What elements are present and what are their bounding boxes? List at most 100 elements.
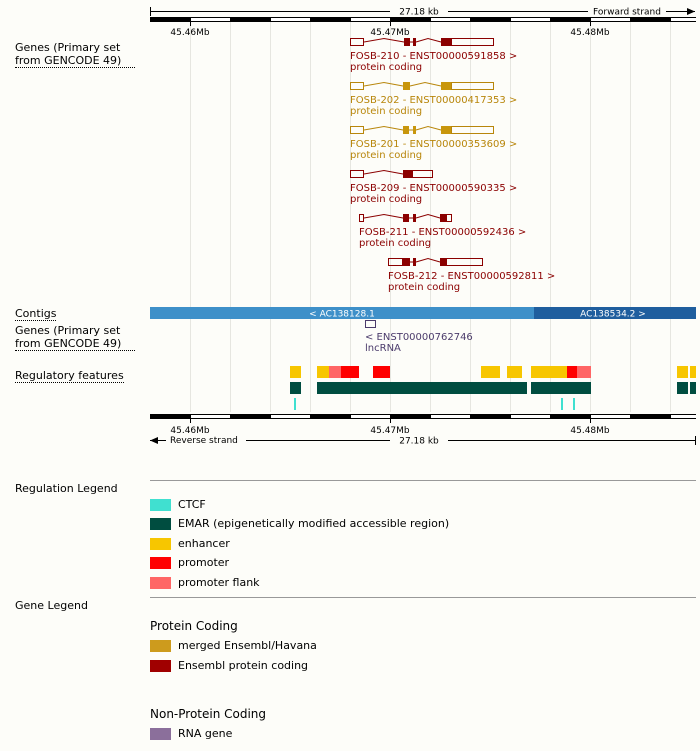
transcript-biotype: protein coding xyxy=(350,194,422,205)
position-label: 45.48Mb xyxy=(570,28,610,38)
transcript-fosb-210: FOSB-210 - ENST00000591858 > protein cod… xyxy=(350,37,517,73)
transcript-fosb-209: FOSB-209 - ENST00000590335 > protein cod… xyxy=(350,169,517,205)
enhancer-feature xyxy=(690,366,696,378)
forward-strand-label: Forward strand xyxy=(593,8,661,18)
genes-forward-track-label[interactable]: Genes (Primary set from GENCODE 49) xyxy=(15,41,135,68)
emar-swatch xyxy=(150,518,171,530)
transcript-label: FOSB-201 - ENST00000353609 > xyxy=(350,139,517,150)
contig-label: AC138534.2 > xyxy=(580,310,646,320)
legend-item-promoter-flank: promoter flank xyxy=(150,576,260,589)
rna-gene-swatch xyxy=(150,728,171,740)
promoter-swatch xyxy=(150,557,171,569)
transcript-biotype: protein coding xyxy=(350,106,422,117)
genome-browser-image[interactable]: 27.18 kb Forward strand 45.46Mb 45.47Mb … xyxy=(0,0,700,460)
enhancer-feature xyxy=(290,366,301,378)
emar-feature xyxy=(290,382,301,394)
promoter-flank-feature xyxy=(329,366,341,378)
bottom-ruler: 45.46Mb 45.47Mb 45.48Mb xyxy=(150,414,696,436)
regulatory-label-text: Regulatory features xyxy=(15,369,124,383)
protein-coding-title: Protein Coding xyxy=(150,619,238,633)
contigs-label-text: Contigs xyxy=(15,307,57,321)
position-label: 45.46Mb xyxy=(170,426,210,436)
transcript-biotype: protein coding xyxy=(350,62,422,73)
legend-item-label: Ensembl protein coding xyxy=(178,659,309,672)
ctcf-feature xyxy=(561,398,563,410)
reverse-gene-biotype: lncRNA xyxy=(365,343,401,354)
bottom-span-label: 27.18 kb xyxy=(399,437,439,447)
legend-item-label: CTCF xyxy=(178,498,206,511)
legend-item-emar: EMAR (epigenetically modified accessible… xyxy=(150,517,449,530)
legend-item-enhancer: enhancer xyxy=(150,537,230,550)
bottom-span-bar: Reverse strand 27.18 kb xyxy=(150,434,696,447)
forward-arrow-icon xyxy=(687,8,695,15)
transcript-biotype: protein coding xyxy=(388,282,460,293)
top-span-bar: 27.18 kb Forward strand xyxy=(150,5,695,18)
transcript-fosb-212: FOSB-212 - ENST00000592811 > protein cod… xyxy=(388,257,555,293)
regulatory-track-label[interactable]: Regulatory features xyxy=(15,369,124,383)
legend-item-merged: merged Ensembl/Havana xyxy=(150,639,317,652)
transcript-fosb-201: FOSB-201 - ENST00000353609 > protein cod… xyxy=(350,125,517,161)
legend-item-label: promoter xyxy=(178,556,230,569)
regulatory-features xyxy=(290,366,696,410)
merged-swatch xyxy=(150,640,171,652)
enhancer-feature xyxy=(507,366,522,378)
emar-feature xyxy=(677,382,688,394)
transcript-label: FOSB-210 - ENST00000591858 > xyxy=(350,51,517,62)
transcript-label: FOSB-209 - ENST00000590335 > xyxy=(350,183,517,194)
legend-item-label: enhancer xyxy=(178,537,230,550)
transcript-label: FOSB-202 - ENST00000417353 > xyxy=(350,95,517,106)
genes-reverse-track-label[interactable]: Genes (Primary set from GENCODE 49) xyxy=(15,324,135,351)
transcript-biotype: protein coding xyxy=(350,150,422,161)
ctcf-feature xyxy=(573,398,575,410)
contig-ac138534 xyxy=(534,307,696,319)
genes-forward-label-text: Genes (Primary set from GENCODE 49) xyxy=(15,41,135,68)
top-span-label: 27.18 kb xyxy=(399,8,439,18)
gene-legend-title: Gene Legend xyxy=(15,599,88,612)
reverse-gene-lncrna: < ENST00000762746 lncRNA xyxy=(365,320,473,354)
position-label: 45.47Mb xyxy=(370,28,410,38)
emar-feature xyxy=(690,382,696,394)
ctcf-swatch xyxy=(150,499,171,511)
reverse-arrow-icon xyxy=(150,437,158,444)
legend-item-label: promoter flank xyxy=(178,576,260,589)
reverse-strand-label: Reverse strand xyxy=(170,436,238,446)
promoter-flank-swatch xyxy=(150,577,171,589)
contig-ac138128 xyxy=(150,307,534,319)
legend-item-ctcf: CTCF xyxy=(150,498,206,511)
transcript-fosb-211: FOSB-211 - ENST00000592436 > protein cod… xyxy=(359,213,526,249)
promoter-flank-feature xyxy=(577,366,591,378)
ctcf-feature xyxy=(294,398,296,410)
legend-item-promoter: promoter xyxy=(150,556,229,569)
position-label: 45.48Mb xyxy=(570,426,610,436)
legend-item-label: EMAR (epigenetically modified accessible… xyxy=(178,517,450,530)
contigs-track-label[interactable]: Contigs xyxy=(15,307,57,321)
position-label: 45.46Mb xyxy=(170,28,210,38)
contig-track: < AC138128.1 AC138534.2 > xyxy=(150,307,696,320)
promoter-feature xyxy=(341,366,359,378)
regulation-legend-divider xyxy=(150,480,696,481)
position-label: 45.47Mb xyxy=(370,426,410,436)
top-ruler: 45.46Mb 45.47Mb 45.48Mb xyxy=(150,17,696,38)
transcript-label: FOSB-212 - ENST00000592811 > xyxy=(388,271,555,282)
transcript-biotype: protein coding xyxy=(359,238,431,249)
emar-feature xyxy=(317,382,527,394)
gridlines xyxy=(190,22,671,412)
legend-item-label: merged Ensembl/Havana xyxy=(178,639,317,652)
transcript-label: FOSB-211 - ENST00000592436 > xyxy=(359,227,526,238)
enhancer-swatch xyxy=(150,538,171,550)
regulation-legend-title: Regulation Legend xyxy=(15,482,118,495)
ensembl-protein-swatch xyxy=(150,660,171,672)
promoter-feature xyxy=(373,366,390,378)
emar-feature xyxy=(531,382,591,394)
gene-legend-divider xyxy=(150,597,696,598)
transcript-fosb-202: FOSB-202 - ENST00000417353 > protein cod… xyxy=(350,81,517,117)
legend-item-ensembl-protein: Ensembl protein coding xyxy=(150,659,308,672)
enhancer-feature xyxy=(317,366,329,378)
promoter-feature xyxy=(567,366,577,378)
contig-label: < AC138128.1 xyxy=(309,310,375,320)
genes-reverse-label-text: Genes (Primary set from GENCODE 49) xyxy=(15,324,135,351)
enhancer-feature xyxy=(531,366,567,378)
reverse-gene-label: < ENST00000762746 xyxy=(365,332,473,343)
enhancer-feature xyxy=(677,366,688,378)
legend-item-rna-gene: RNA gene xyxy=(150,727,232,740)
